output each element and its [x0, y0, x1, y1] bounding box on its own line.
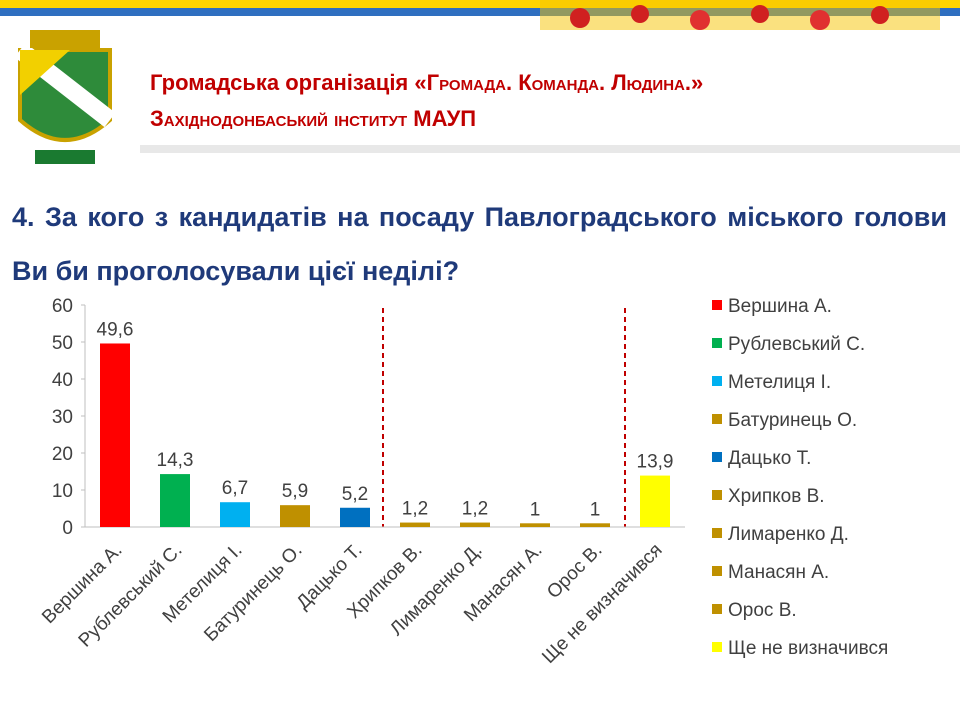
legend-label: Метелиця І. — [728, 372, 831, 393]
value-label: 1,2 — [462, 499, 488, 520]
bar — [160, 474, 190, 527]
header-rule — [140, 145, 960, 153]
legend-swatch — [712, 490, 722, 500]
legend-label: Лимаренко Д. — [728, 524, 849, 545]
legend-label: Ще не визначився — [728, 638, 888, 659]
legend-swatch — [712, 376, 722, 386]
bar — [640, 475, 670, 527]
legend-swatch — [712, 338, 722, 348]
value-label: 1,2 — [402, 499, 428, 520]
value-label: 13,9 — [637, 452, 674, 473]
legend-label: Рублевський С. — [728, 334, 865, 355]
y-tick-label: 10 — [52, 481, 73, 502]
y-tick-label: 60 — [52, 296, 73, 317]
bar — [220, 502, 250, 527]
legend-label: Батуринець О. — [728, 410, 857, 431]
value-label: 6,7 — [222, 478, 248, 499]
y-tick-label: 20 — [52, 444, 73, 465]
bar — [280, 505, 310, 527]
legend-swatch — [712, 566, 722, 576]
y-tick-label: 0 — [62, 518, 73, 539]
ornament-flowers — [570, 5, 889, 30]
legend-swatch — [712, 300, 722, 310]
value-label: 5,2 — [342, 484, 368, 505]
header-line1: Громадська організація «Громада. Команда… — [150, 70, 703, 96]
value-label: 1 — [530, 499, 541, 520]
legend-label: Хрипков В. — [728, 486, 825, 507]
y-tick-label: 50 — [52, 333, 73, 354]
legend-swatch — [712, 528, 722, 538]
question: 4. За кого з кандидатів на посаду Павлог… — [12, 202, 947, 286]
bar — [460, 522, 490, 527]
value-label: 49,6 — [97, 319, 134, 340]
legend-label: Манасян А. — [728, 562, 829, 583]
top-stripe — [0, 0, 960, 8]
legend-label: Орос В. — [728, 600, 797, 621]
bar — [340, 507, 370, 527]
legend-label: Вершина А. — [728, 296, 832, 317]
y-tick-label: 30 — [52, 407, 73, 428]
value-label: 5,9 — [282, 481, 308, 502]
legend-swatch — [712, 414, 722, 424]
bar — [400, 522, 430, 527]
city-logo — [14, 30, 116, 164]
legend-swatch — [712, 642, 722, 652]
legend-swatch — [712, 604, 722, 614]
value-label: 14,3 — [157, 450, 194, 471]
bar — [520, 523, 550, 527]
value-label: 1 — [590, 499, 601, 520]
legend-label: Дацько Т. — [728, 448, 811, 469]
y-tick-label: 40 — [52, 370, 73, 391]
bar — [580, 523, 610, 527]
x-tick-label: Рублевський С. — [75, 540, 187, 652]
bar — [100, 343, 130, 527]
org-type: Громадська організація — [150, 70, 409, 95]
legend-swatch — [712, 452, 722, 462]
top-stripe — [0, 8, 960, 16]
x-tick-label: Ще не визначився — [538, 540, 666, 668]
org-name: «Громада. Команда. Людина.» — [414, 70, 704, 95]
header-line2: Західнодонбаський інститут МАУП — [150, 106, 477, 131]
